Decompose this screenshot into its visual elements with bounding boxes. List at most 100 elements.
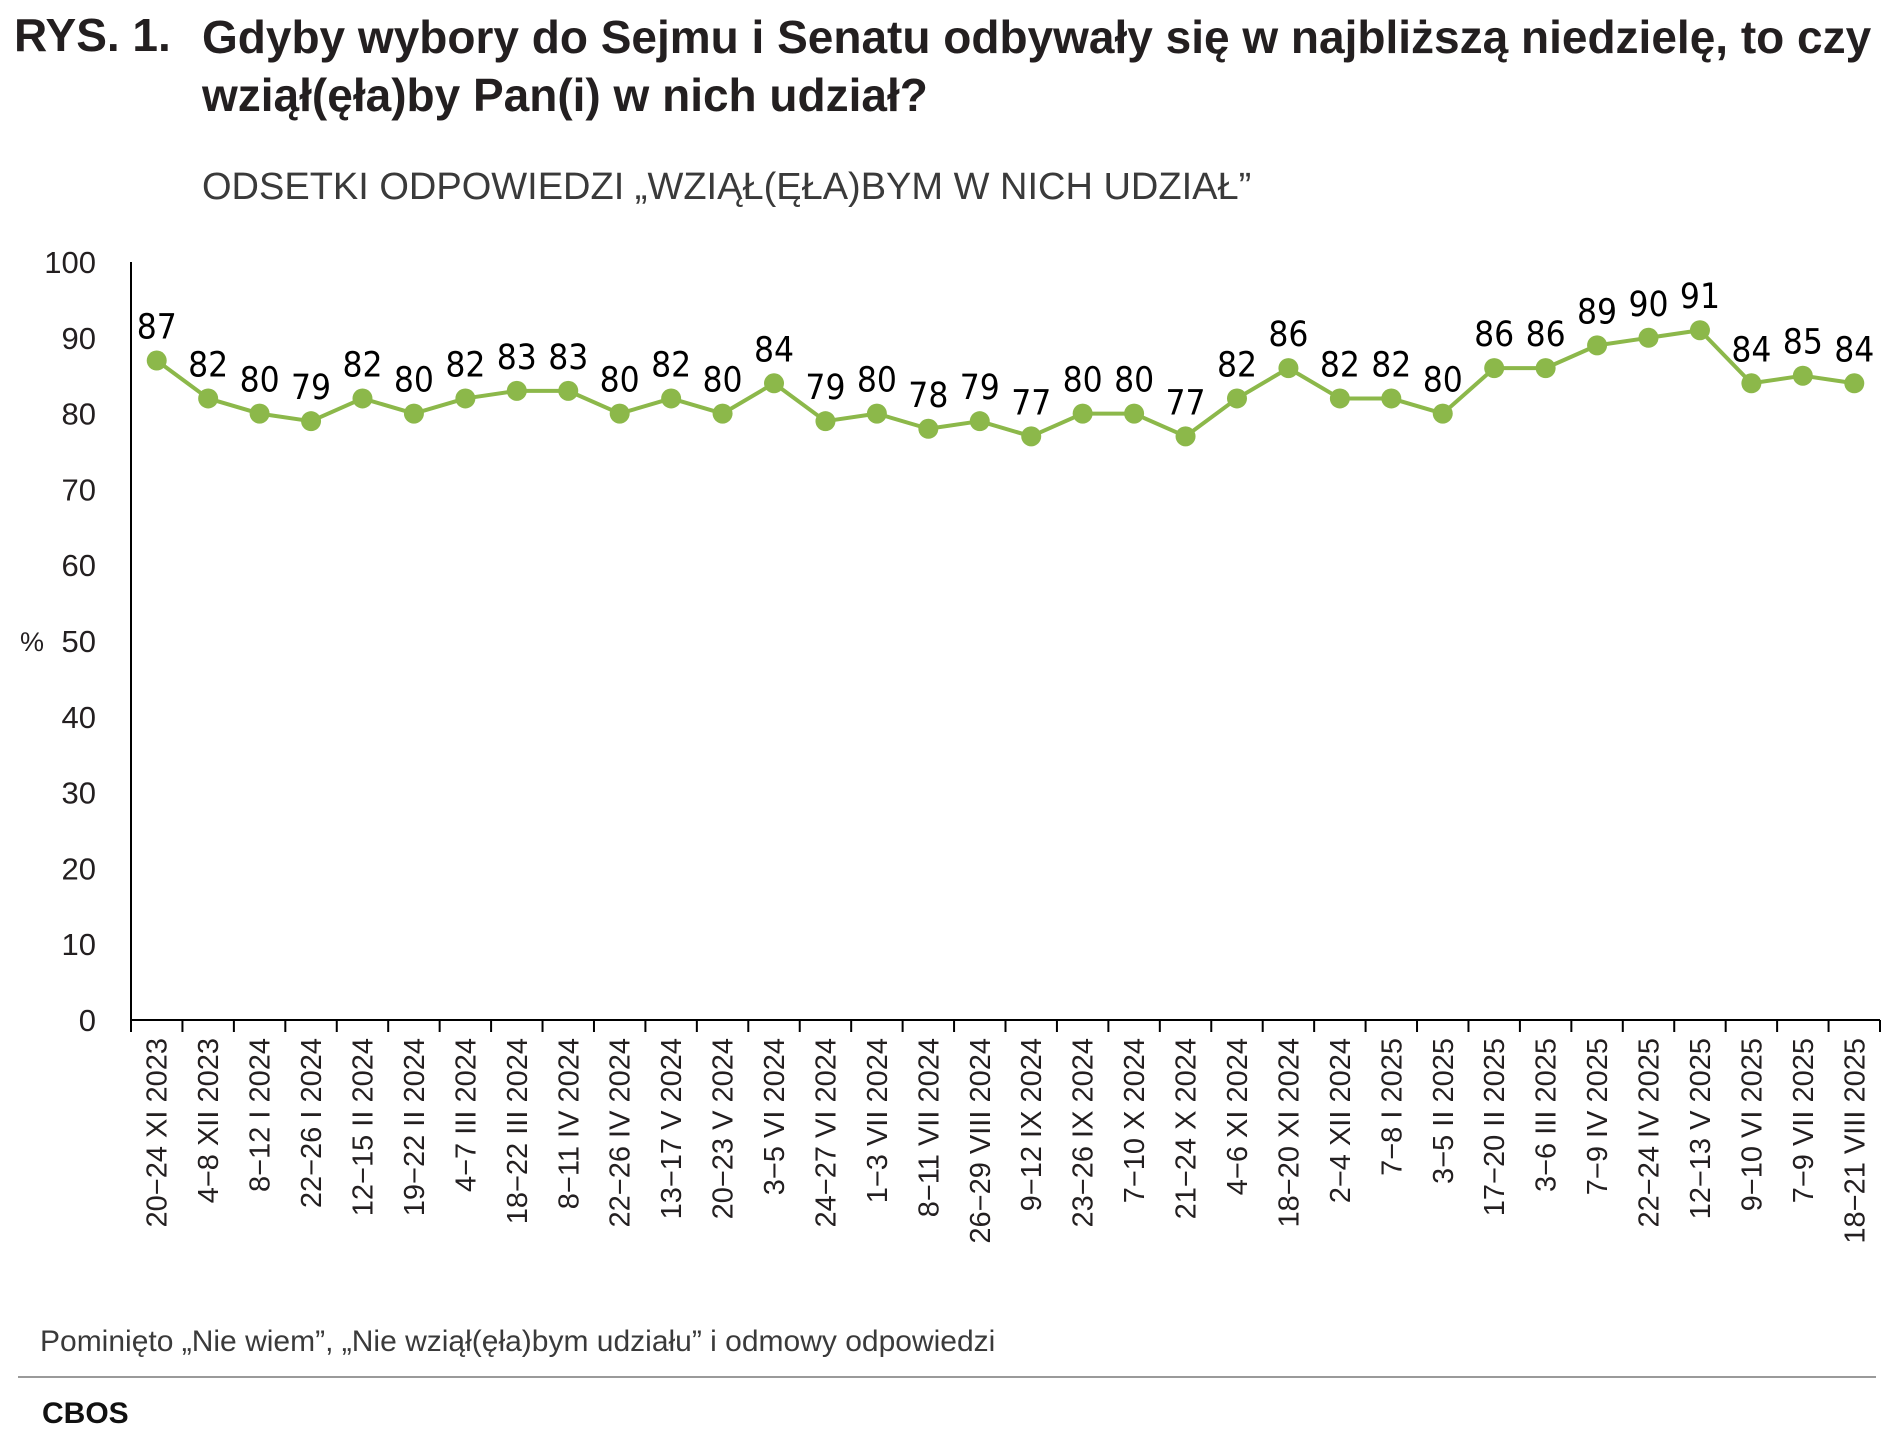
y-tick-label: 30 xyxy=(62,776,96,811)
data-point xyxy=(1021,426,1042,447)
data-label: 80 xyxy=(1063,361,1103,401)
data-label: 82 xyxy=(342,345,382,385)
x-tick-label: 4−6 XI 2024 xyxy=(1222,1038,1254,1195)
data-point xyxy=(609,403,630,424)
data-point xyxy=(1381,388,1402,409)
data-point xyxy=(1175,426,1196,447)
data-point xyxy=(1587,335,1608,356)
data-point xyxy=(455,388,476,409)
data-label: 82 xyxy=(1371,345,1411,385)
data-label: 84 xyxy=(1731,330,1771,370)
data-label: 82 xyxy=(651,345,691,385)
data-label: 83 xyxy=(548,338,588,378)
y-tick-label: 40 xyxy=(62,700,96,735)
y-tick-label: 100 xyxy=(44,245,96,280)
x-tick-label: 7−9 IV 2025 xyxy=(1582,1038,1614,1195)
x-tick-label: 24−27 VI 2024 xyxy=(810,1038,842,1227)
x-tick-label: 22−24 IV 2025 xyxy=(1634,1038,1666,1227)
x-tick-label: 7−9 VII 2025 xyxy=(1788,1038,1820,1203)
x-tick-label: 12−13 V 2025 xyxy=(1685,1038,1717,1219)
x-tick-label: 23−26 IX 2024 xyxy=(1068,1038,1100,1227)
data-label: 80 xyxy=(1423,361,1463,401)
y-tick-label: 70 xyxy=(62,472,96,507)
x-tick-label: 3−5 II 2025 xyxy=(1428,1038,1460,1184)
data-point xyxy=(506,380,527,401)
y-tick-label: 80 xyxy=(62,397,96,432)
x-tick-label: 20−24 XI 2023 xyxy=(142,1038,174,1227)
data-label: 80 xyxy=(394,361,434,401)
data-point xyxy=(1226,388,1247,409)
y-tick-label: 10 xyxy=(62,927,96,962)
x-tick-label: 9−10 VI 2025 xyxy=(1736,1038,1768,1211)
data-label: 87 xyxy=(137,308,177,348)
data-point xyxy=(1844,373,1865,394)
x-tick-label: 4−8 XII 2023 xyxy=(193,1038,225,1203)
data-label: 86 xyxy=(1526,315,1566,355)
data-label: 82 xyxy=(445,345,485,385)
data-point xyxy=(1432,403,1453,424)
data-label: 80 xyxy=(240,361,280,401)
x-tick-label: 8−12 I 2024 xyxy=(245,1038,277,1192)
x-tick-label: 22−26 I 2024 xyxy=(296,1038,328,1208)
data-point xyxy=(249,403,270,424)
title-question: Gdyby wybory do Sejmu i Senatu odbywały … xyxy=(202,11,1872,121)
data-point xyxy=(301,411,322,432)
data-point xyxy=(1792,365,1813,386)
x-tick-label: 18−22 III 2024 xyxy=(502,1038,534,1224)
data-label: 82 xyxy=(188,345,228,385)
data-point xyxy=(1124,403,1145,424)
data-point xyxy=(815,411,836,432)
x-tick-label: 19−22 II 2024 xyxy=(399,1038,431,1216)
data-point xyxy=(403,403,424,424)
data-point xyxy=(1638,327,1659,348)
data-point xyxy=(1689,320,1710,341)
x-tick-label: 3−6 III 2025 xyxy=(1531,1038,1563,1192)
data-point xyxy=(918,418,939,439)
data-label: 77 xyxy=(1166,383,1206,423)
data-label: 84 xyxy=(1834,330,1874,370)
x-tick-label: 20−23 V 2024 xyxy=(708,1038,740,1219)
data-label: 85 xyxy=(1783,323,1823,363)
x-tick-label: 12−15 II 2024 xyxy=(347,1038,379,1216)
data-point xyxy=(712,403,733,424)
data-label: 77 xyxy=(1011,383,1051,423)
x-tick-label: 26−29 VIII 2024 xyxy=(965,1038,997,1244)
data-label: 86 xyxy=(1474,315,1514,355)
data-label: 79 xyxy=(805,368,845,408)
data-label: 80 xyxy=(600,361,640,401)
y-tick-label: 0 xyxy=(79,1003,96,1038)
data-point xyxy=(1072,403,1093,424)
data-point xyxy=(1535,358,1556,379)
x-tick-label: 17−20 II 2025 xyxy=(1479,1038,1511,1216)
data-label: 90 xyxy=(1628,285,1668,325)
x-tick-label: 1−3 VII 2024 xyxy=(862,1038,894,1203)
data-label: 79 xyxy=(960,368,1000,408)
x-tick-label: 8−11 VII 2024 xyxy=(913,1038,945,1217)
x-tick-label: 2−4 XII 2024 xyxy=(1325,1038,1357,1203)
data-label: 89 xyxy=(1577,292,1617,332)
data-label: 80 xyxy=(703,361,743,401)
data-label: 82 xyxy=(1320,345,1360,385)
data-label: 78 xyxy=(908,376,948,416)
figure-number: RYS. 1. xyxy=(14,9,171,61)
data-point xyxy=(1329,388,1350,409)
x-tick-label: 9−12 IX 2024 xyxy=(1016,1038,1048,1211)
divider xyxy=(18,1376,1876,1378)
data-point xyxy=(969,411,990,432)
data-label: 91 xyxy=(1680,277,1720,317)
source-label: CBOS xyxy=(42,1397,129,1430)
x-tick-label: 21−24 X 2024 xyxy=(1171,1038,1203,1219)
x-tick-label: 4−7 III 2024 xyxy=(450,1038,482,1192)
data-point xyxy=(198,388,219,409)
line-chart: 0 10 20 30 40 50 60 70 80 90 100% 20−24 XI 2023 4−8 … xyxy=(20,245,1881,1244)
y-tick-label: 50 xyxy=(62,624,96,659)
data-point xyxy=(764,373,785,394)
data-point xyxy=(1278,358,1299,379)
data-point xyxy=(1741,373,1762,394)
data-label: 80 xyxy=(1114,361,1154,401)
x-tick-label: 7−10 X 2024 xyxy=(1119,1038,1151,1203)
data-label: 86 xyxy=(1268,315,1308,355)
data-label: 80 xyxy=(857,361,897,401)
y-tick-label: 20 xyxy=(62,851,96,886)
x-tick-label: 8−11 IV 2024 xyxy=(553,1038,585,1209)
